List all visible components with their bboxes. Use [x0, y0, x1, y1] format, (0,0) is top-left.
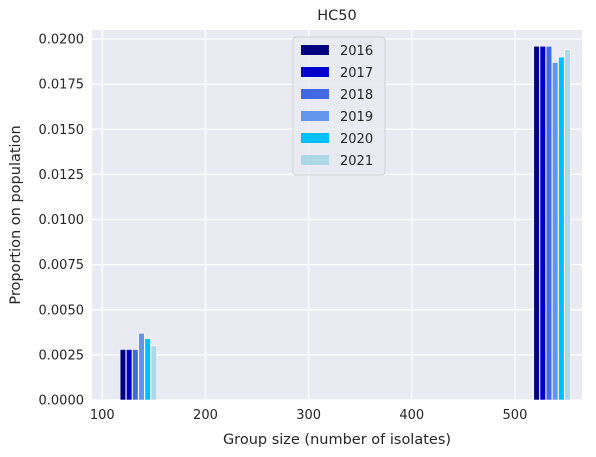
x-tick-label: 300 [296, 408, 321, 423]
bar-2017-1 [539, 45, 546, 401]
bar-2020-0 [144, 338, 151, 401]
y-tick-label: 0.0125 [39, 168, 85, 183]
y-tick-label: 0.0175 [39, 78, 85, 93]
y-tick-label: 0.0150 [39, 123, 85, 138]
bar-2016-0 [119, 349, 127, 401]
bar-2019-0 [138, 332, 145, 401]
bar-2018-1 [545, 45, 553, 401]
legend-swatch-2019 [301, 111, 329, 121]
legend-label-2017: 2017 [340, 66, 373, 81]
legend-swatch-2020 [301, 133, 329, 143]
bar-2021-0 [150, 345, 158, 401]
x-tick-label: 500 [503, 408, 528, 423]
legend-swatch-2021 [301, 155, 329, 165]
y-tick-label: 0.0000 [39, 394, 85, 409]
bar-2019-1 [552, 62, 559, 401]
y-tick-labels: 0.0000 0.0025 0.0050 0.0075 0.0100 0.0125 0.01… [39, 33, 85, 409]
x-tick-labels: 100 200 300 400 500 [90, 408, 527, 423]
y-axis-label: Proportion on population [8, 125, 24, 304]
legend-label-2021: 2021 [340, 154, 373, 169]
bars [119, 45, 571, 401]
bar-2018-0 [132, 349, 139, 401]
bar-2020-1 [558, 56, 565, 401]
x-tick-label: 400 [399, 408, 424, 423]
legend-swatch-2016 [301, 45, 329, 55]
bar-2017-0 [126, 349, 133, 401]
bar-2021-1 [564, 49, 571, 401]
legend-swatch-2017 [301, 67, 329, 77]
chart-title: HC50 [317, 8, 356, 24]
y-tick-label: 0.0075 [39, 258, 85, 273]
legend-label-2020: 2020 [340, 132, 373, 147]
legend-label-2018: 2018 [340, 88, 373, 103]
x-axis-label: Group size (number of isolates) [223, 432, 451, 448]
legend-label-2016: 2016 [340, 44, 373, 59]
y-tick-label: 0.0200 [39, 33, 85, 48]
x-tick-label: 200 [193, 408, 218, 423]
y-tick-label: 0.0100 [39, 213, 85, 228]
y-tick-label: 0.0025 [39, 348, 85, 363]
y-tick-label: 0.0050 [39, 303, 85, 318]
legend: 2016 2017 2018 2019 2020 2021 [292, 36, 386, 176]
legend-label-2019: 2019 [340, 110, 373, 125]
x-tick-label: 100 [90, 408, 115, 423]
legend-swatch-2018 [301, 89, 329, 99]
bar-2016-1 [533, 45, 540, 401]
